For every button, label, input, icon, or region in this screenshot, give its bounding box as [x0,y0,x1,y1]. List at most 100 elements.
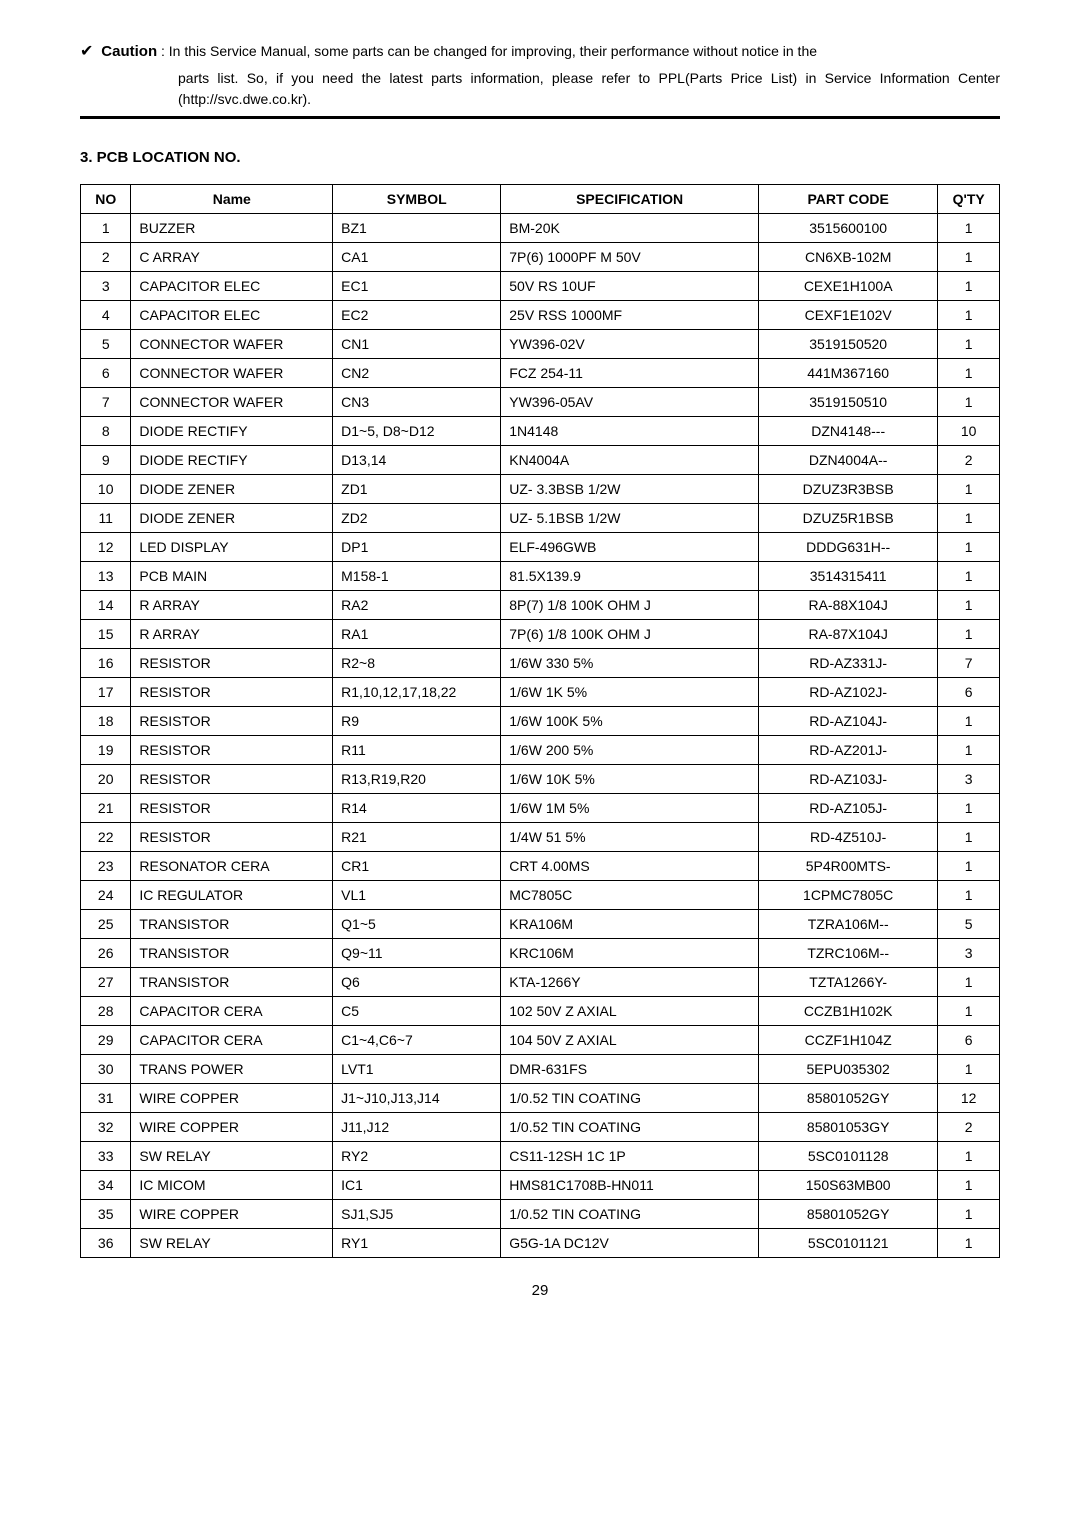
table-row: 25TRANSISTORQ1~5KRA106MTZRA106M--5 [81,910,1000,939]
table-cell: 2 [81,243,131,272]
table-cell: C1~4,C6~7 [333,1026,501,1055]
table-row: 14R ARRAYRA28P(7) 1/8 100K OHM JRA-88X10… [81,591,1000,620]
section-title: 3. PCB LOCATION NO. [80,149,1000,166]
table-cell: WIRE COPPER [131,1084,333,1113]
table-cell: 85801052GY [759,1084,938,1113]
table-cell: CN2 [333,359,501,388]
table-cell: 3 [81,272,131,301]
table-cell: LVT1 [333,1055,501,1084]
table-cell: IC MICOM [131,1171,333,1200]
table-cell: 81.5X139.9 [501,562,759,591]
table-cell: 3 [938,939,1000,968]
table-cell: CEXF1E102V [759,301,938,330]
table-cell: 1 [938,214,1000,243]
table-cell: 5EPU035302 [759,1055,938,1084]
header-qty: Q'TY [938,185,1000,214]
table-cell: 50V RS 10UF [501,272,759,301]
table-cell: 3 [938,765,1000,794]
table-cell: J1~J10,J13,J14 [333,1084,501,1113]
table-cell: 32 [81,1113,131,1142]
table-cell: 1 [938,852,1000,881]
table-cell: 1 [938,562,1000,591]
table-cell: 1/0.52 TIN COATING [501,1200,759,1229]
table-cell: R13,R19,R20 [333,765,501,794]
table-cell: 1/6W 330 5% [501,649,759,678]
table-cell: 1 [938,1171,1000,1200]
table-row: 36SW RELAYRY1G5G-1A DC12V5SC01011211 [81,1229,1000,1258]
table-cell: 5 [81,330,131,359]
table-row: 27TRANSISTORQ6KTA-1266YTZTA1266Y-1 [81,968,1000,997]
table-cell: 1 [938,620,1000,649]
table-cell: SW RELAY [131,1229,333,1258]
table-cell: G5G-1A DC12V [501,1229,759,1258]
table-cell: ZD2 [333,504,501,533]
table-row: 20RESISTORR13,R19,R201/6W 10K 5%RD-AZ103… [81,765,1000,794]
table-cell: 1 [938,707,1000,736]
table-cell: TZTA1266Y- [759,968,938,997]
table-cell: 7 [81,388,131,417]
table-cell: VL1 [333,881,501,910]
table-cell: 10 [938,417,1000,446]
table-cell: RD-AZ102J- [759,678,938,707]
table-cell: 102 50V Z AXIAL [501,997,759,1026]
table-cell: 1 [938,504,1000,533]
table-cell: 2 [938,446,1000,475]
table-cell: 1 [938,881,1000,910]
table-cell: R11 [333,736,501,765]
table-cell: YW396-05AV [501,388,759,417]
table-row: 13PCB MAINM158-181.5X139.935143154111 [81,562,1000,591]
table-cell: 1 [938,968,1000,997]
table-cell: CAPACITOR CERA [131,997,333,1026]
table-cell: DDDG631H-- [759,533,938,562]
parts-table: NO Name SYMBOL SPECIFICATION PART CODE Q… [80,184,1000,1258]
table-cell: RA2 [333,591,501,620]
table-cell: 1CPMC7805C [759,881,938,910]
table-cell: R ARRAY [131,591,333,620]
table-cell: CONNECTOR WAFER [131,359,333,388]
table-cell: 3519150520 [759,330,938,359]
table-cell: DMR-631FS [501,1055,759,1084]
table-cell: 28 [81,997,131,1026]
table-cell: TRANSISTOR [131,939,333,968]
table-cell: 150S63MB00 [759,1171,938,1200]
table-cell: 31 [81,1084,131,1113]
table-cell: CS11-12SH 1C 1P [501,1142,759,1171]
table-row: 12LED DISPLAYDP1ELF-496GWBDDDG631H--1 [81,533,1000,562]
table-cell: 1 [938,1200,1000,1229]
table-cell: 1 [938,736,1000,765]
divider [80,116,1000,119]
table-cell: SJ1,SJ5 [333,1200,501,1229]
check-icon: ✔ [80,43,93,60]
page-number: 29 [80,1282,1000,1299]
table-cell: 29 [81,1026,131,1055]
table-cell: RESISTOR [131,678,333,707]
table-cell: R21 [333,823,501,852]
table-cell: RESISTOR [131,649,333,678]
table-row: 17RESISTORR1,10,12,17,18,221/6W 1K 5%RD-… [81,678,1000,707]
table-cell: CCZB1H102K [759,997,938,1026]
table-cell: 3519150510 [759,388,938,417]
table-cell: UZ- 5.1BSB 1/2W [501,504,759,533]
table-cell: R ARRAY [131,620,333,649]
table-cell: 22 [81,823,131,852]
table-cell: TRANS POWER [131,1055,333,1084]
table-cell: DP1 [333,533,501,562]
table-cell: 8P(7) 1/8 100K OHM J [501,591,759,620]
table-cell: TZRC106M-- [759,939,938,968]
table-cell: KRC106M [501,939,759,968]
table-cell: 27 [81,968,131,997]
table-row: 6CONNECTOR WAFERCN2FCZ 254-11441M3671601 [81,359,1000,388]
table-cell: 20 [81,765,131,794]
table-cell: RD-AZ331J- [759,649,938,678]
table-cell: M158-1 [333,562,501,591]
table-cell: R2~8 [333,649,501,678]
table-cell: 19 [81,736,131,765]
table-cell: 1 [81,214,131,243]
table-row: 31WIRE COPPERJ1~J10,J13,J141/0.52 TIN CO… [81,1084,1000,1113]
table-cell: RESONATOR CERA [131,852,333,881]
table-cell: 6 [81,359,131,388]
table-row: 2C ARRAYCA17P(6) 1000PF M 50VCN6XB-102M1 [81,243,1000,272]
table-cell: DIODE RECTIFY [131,446,333,475]
table-cell: DZN4148--- [759,417,938,446]
table-cell: CONNECTOR WAFER [131,330,333,359]
